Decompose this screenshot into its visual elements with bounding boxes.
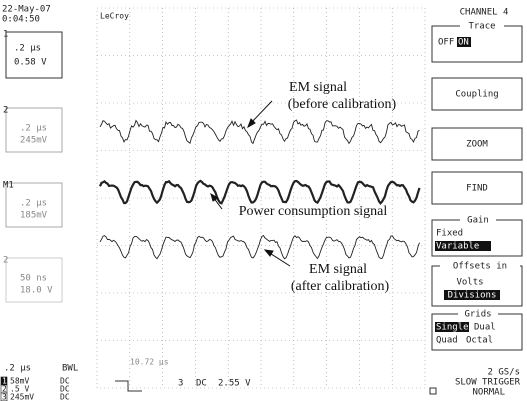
menu-option-selected: Divisions — [448, 291, 497, 301]
menu-option-selected: Single — [436, 323, 469, 333]
trigger-channel: 3 — [178, 379, 183, 389]
status-bwl: BWL — [62, 364, 78, 374]
annotation: EM signal — [309, 262, 367, 277]
menu-option: OFF — [438, 38, 454, 48]
channel-scale: 18.0 V — [20, 286, 53, 296]
annotation: Power consumption signal — [239, 204, 388, 219]
channel-timebase: .2 µs — [20, 124, 47, 134]
menu-button-label: ZOOM — [466, 140, 488, 150]
annotation: EM signal — [289, 80, 347, 95]
brand: LeCroy — [100, 12, 129, 21]
oscilloscope-screen: 22-May-07 0:04:50 1 .2 µs 0.58 V 2 .2 µs… — [0, 0, 527, 401]
channel-timebase: .2 µs — [20, 199, 47, 209]
annotation-arrows — [211, 101, 290, 266]
menu-option-selected: ON — [458, 38, 469, 48]
trigger-mode: SLOW TRIGGER — [455, 378, 521, 388]
trigger-icon — [115, 381, 142, 391]
state-icon — [430, 388, 436, 394]
channel-timebase: 50 ns — [20, 274, 47, 284]
menu-option: Fixed — [436, 229, 463, 239]
status-timebase: .2 µs — [4, 364, 31, 374]
menu-option: Quad — [436, 336, 458, 346]
channel-box[interactable] — [6, 32, 62, 78]
trigger-state: NORMAL — [472, 388, 505, 398]
channel-scale: 185mV — [20, 211, 48, 221]
menu-option: Octal — [466, 336, 493, 346]
channel-timebase: .2 µs — [14, 44, 41, 54]
date: 22-May-07 — [2, 5, 51, 15]
channel-label: 2 — [3, 256, 8, 266]
time: 0:04:50 — [2, 15, 40, 25]
annotation: (after calibration) — [291, 279, 390, 294]
trigger-level: 2.55 V — [218, 379, 251, 389]
sample-rate: 2 GS/s — [487, 368, 520, 378]
channel-label: M1 — [3, 181, 14, 191]
annotation: (before calibration) — [288, 97, 397, 112]
channel-label: 2 — [3, 106, 8, 116]
cursor-readout: 10.72 µs — [130, 358, 169, 367]
menu-option-selected: Variable — [436, 242, 479, 252]
channel-scale: 245mV — [20, 136, 48, 146]
waveform — [100, 236, 420, 259]
waveform — [100, 120, 420, 143]
menu-title: CHANNEL 4 — [460, 8, 509, 18]
channel-scale: 0.58 V — [14, 58, 47, 68]
menu-button-label: Coupling — [455, 90, 498, 100]
trigger-coupling: DC — [196, 379, 207, 389]
grid — [97, 8, 425, 388]
waveforms — [100, 120, 420, 259]
menu-group-title: Grids — [464, 310, 491, 320]
menu-button-label: FIND — [466, 184, 488, 194]
menu-option: Volts — [456, 278, 483, 288]
menu-option: Dual — [474, 323, 496, 333]
menu-group-title: Trace — [468, 22, 495, 32]
waveform — [100, 181, 420, 203]
menu-group-title: Offsets in — [453, 262, 507, 272]
channel-label: 1 — [3, 30, 8, 40]
menu-group-title: Gain — [467, 216, 489, 226]
